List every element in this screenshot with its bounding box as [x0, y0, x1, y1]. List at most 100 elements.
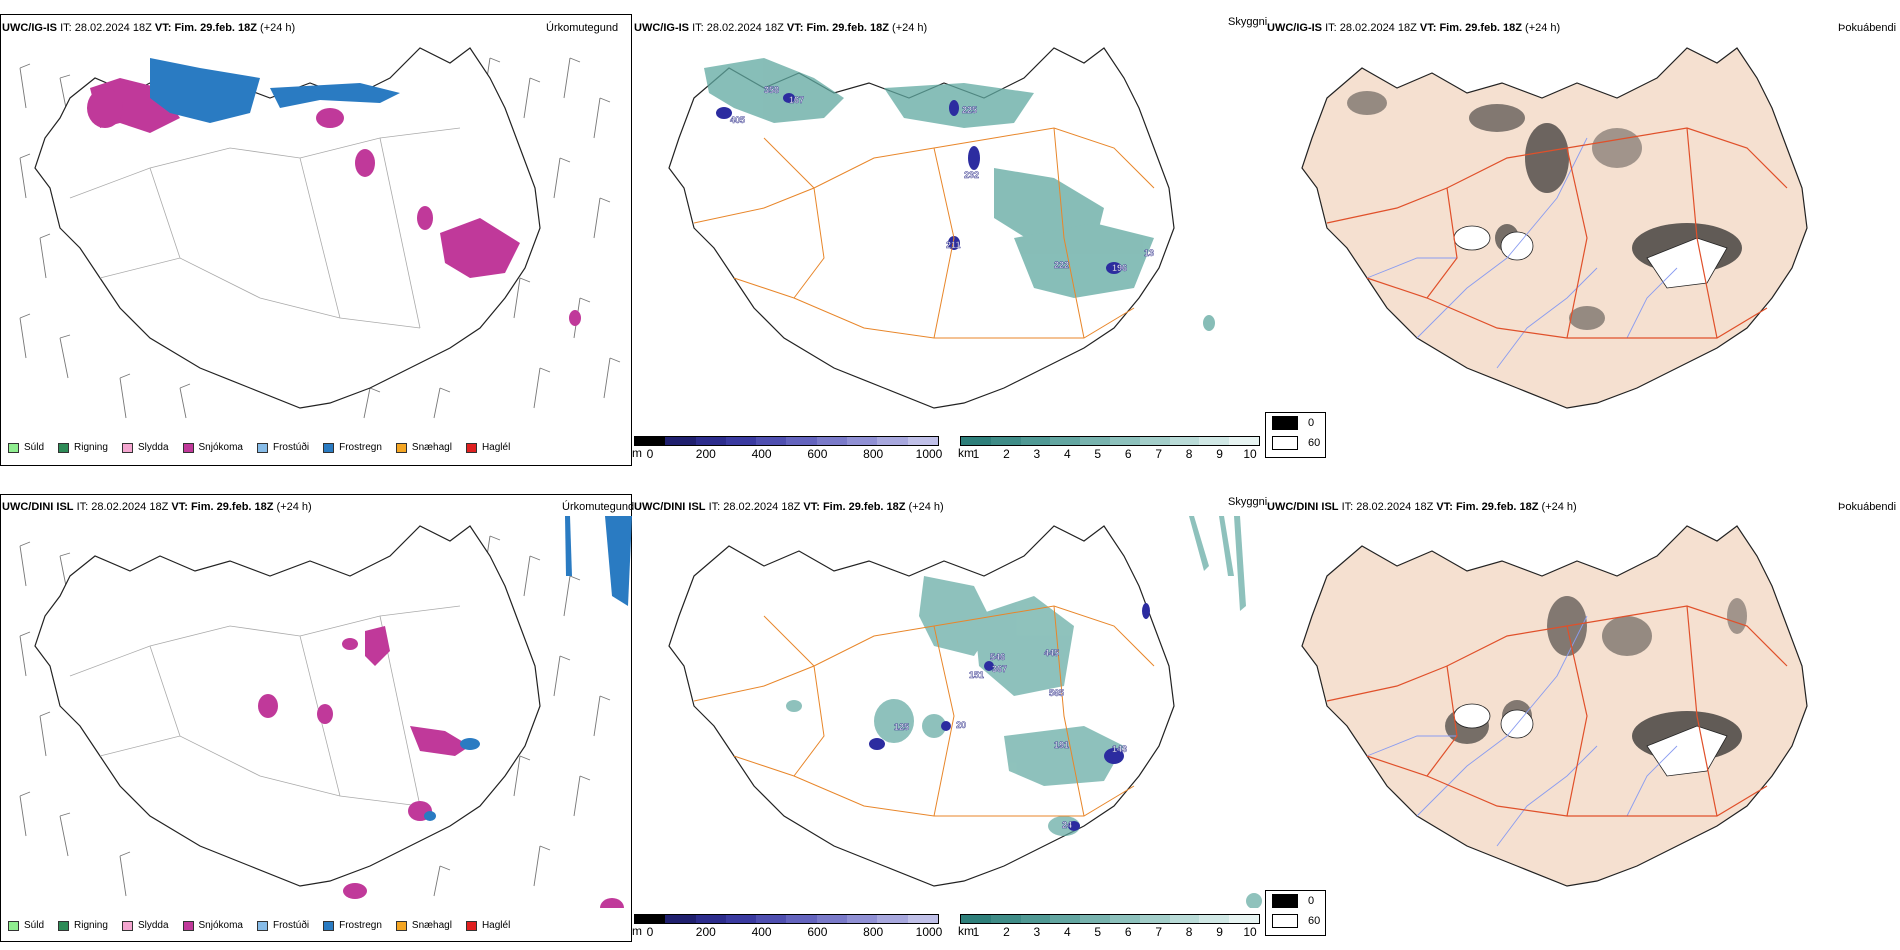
colorbar-tick: 200	[695, 925, 716, 939]
legend-label: Haglél	[481, 442, 511, 453]
lead-time: (+24 h)	[892, 22, 928, 34]
colorbar-unit: km	[958, 446, 974, 460]
vt-value: Fim. 29.feb. 18Z	[174, 22, 257, 34]
lead-time: (+24 h)	[276, 501, 312, 513]
colorbar-tick: 10	[1243, 447, 1257, 461]
colorbar-tick: 0	[646, 447, 654, 461]
colorbar-cell	[1199, 915, 1230, 923]
legend-item: Rigning	[58, 442, 108, 453]
legend-item: Súld	[8, 442, 44, 453]
vt-label: VT:	[786, 22, 804, 34]
colorbar-ticks: 0 200 400 600 800 1000	[634, 446, 943, 461]
colorbar-cell	[1229, 437, 1259, 445]
header-top-cloud: UWC/IG-IS IT: 28.02.2024 18Z VT: Fim. 29…	[634, 22, 927, 34]
legend-swatch	[323, 442, 335, 453]
model-name: UWC/IG-IS	[1267, 22, 1322, 34]
lead-time: (+24 h)	[1541, 501, 1577, 513]
colorbar-cell	[1109, 437, 1140, 445]
base-colorbar-bottom: m 0 200 400 600 800 1000	[632, 914, 943, 939]
label-367: 367	[992, 664, 1007, 674]
colorbar-cell	[1229, 915, 1259, 923]
colorbar-tick: 7	[1155, 925, 1162, 939]
colorbar-tick: 800	[863, 925, 884, 939]
precip-type-legend-bottom: Súld Rigning Slydda Snjókoma Frostúði Frostre…	[8, 920, 524, 931]
legend-swatch	[182, 442, 194, 453]
legend-label: Frostúði	[272, 920, 310, 931]
colorbar-cell	[695, 915, 726, 923]
legend-swatch	[182, 920, 194, 931]
colorbar-cell	[786, 437, 817, 445]
colorbar-cell	[665, 915, 696, 923]
colorbar-cells	[960, 436, 1260, 446]
model-name: UWC/DINI ISL	[2, 501, 74, 513]
header-bottom-cloud: UWC/DINI ISL IT: 28.02.2024 18Z VT: Fim.…	[634, 501, 944, 513]
fog-legend-swatch	[1272, 914, 1298, 928]
colorbar-cell	[695, 437, 726, 445]
vt-value: Fim. 29.feb. 18Z	[1455, 501, 1539, 513]
colorbar-ticks: 0 200 400 600 800 1000	[634, 924, 943, 939]
vis-offshore	[1189, 516, 1262, 908]
label-211: 211	[946, 240, 961, 250]
fog-legend-swatch	[1272, 894, 1298, 908]
legend-swatch	[395, 442, 407, 453]
legend-item: Rigning	[58, 920, 108, 931]
fog-legend-top: 0 60	[1265, 412, 1326, 458]
colorbar-cell	[961, 437, 991, 445]
colorbar-tick: 5	[1094, 925, 1102, 939]
legend-swatch	[465, 442, 477, 453]
colorbar-cell	[877, 437, 908, 445]
colorbar-tick: 400	[751, 925, 772, 939]
colorbar-tick: 3	[1033, 925, 1041, 939]
precip-panel-top	[0, 14, 632, 466]
fog-legend-label: 0	[1308, 417, 1315, 429]
it-value: 28.02.2024 18Z	[74, 22, 152, 34]
legend-item: Súld	[8, 920, 44, 931]
colorbar-cell	[1080, 437, 1110, 445]
iceland-outline	[668, 525, 1175, 887]
legend-item: Snæhagl	[395, 920, 452, 931]
legend-label: Frostregn	[339, 442, 382, 453]
legend-swatch	[256, 442, 268, 453]
fog-legend-label: 60	[1308, 915, 1321, 927]
colorbar-tick: 10	[1243, 925, 1257, 939]
label-546: 546	[990, 652, 1005, 662]
cloud-value-labels: 358 167 405 225 232 211 222 196 13	[730, 85, 1155, 274]
colorbar-cell	[1020, 437, 1051, 445]
fog-legend-row: 60	[1266, 433, 1325, 453]
legend-label: Frostúði	[272, 442, 310, 453]
model-name: UWC/IG-IS	[2, 22, 57, 34]
vt-value: Fim. 29.feb. 18Z	[806, 22, 889, 34]
cloud-map-top: 358 167 405 225 232 211 222 196 13	[668, 47, 1215, 409]
colorbar-tick: 9	[1216, 447, 1223, 461]
colorbar-cell	[756, 437, 787, 445]
legend-swatch	[121, 442, 133, 453]
colorbar-tick: 5	[1094, 447, 1102, 461]
vis-colorbar-bottom: km 1 2 3 4 5 6 7 8 9 10	[958, 914, 1260, 939]
legend-swatch	[256, 920, 268, 931]
label-358: 358	[764, 85, 779, 95]
colorbar-tick: 2	[1003, 447, 1010, 461]
vt-value: Fim. 29.feb. 18Z	[822, 501, 906, 513]
colorbar-cell	[725, 437, 757, 445]
title-fog-top: Þokuábendi	[1838, 22, 1897, 34]
fog-legend-label: 60	[1308, 437, 1321, 449]
colorbar-tick: 8	[1185, 925, 1193, 939]
lead-time: (+24 h)	[260, 22, 296, 34]
legend-item: Snjókoma	[182, 442, 243, 453]
legend-swatch	[58, 442, 70, 453]
snow-areas	[258, 626, 624, 908]
colorbar-tick: 1000	[915, 447, 943, 461]
legend-label: Haglél	[481, 920, 511, 931]
legend-swatch	[8, 442, 19, 453]
it-value: 28.02.2024 18Z	[706, 22, 784, 34]
precip-type-legend-top: Súld Rigning Slydda Snjókoma Frostúði Frostre…	[8, 442, 524, 453]
base-colorbar-top: m 0 200 400 600 800 1000	[632, 436, 943, 461]
colorbar-cells	[960, 914, 1260, 924]
it-label: IT:	[76, 501, 89, 513]
lead-time: (+24 h)	[1525, 22, 1561, 34]
vt-label: VT:	[171, 501, 188, 513]
legend-item: Haglél	[465, 920, 511, 931]
freezing-rain-areas	[424, 516, 632, 821]
colorbar-cells	[634, 914, 939, 924]
label-196: 196	[1112, 263, 1127, 273]
